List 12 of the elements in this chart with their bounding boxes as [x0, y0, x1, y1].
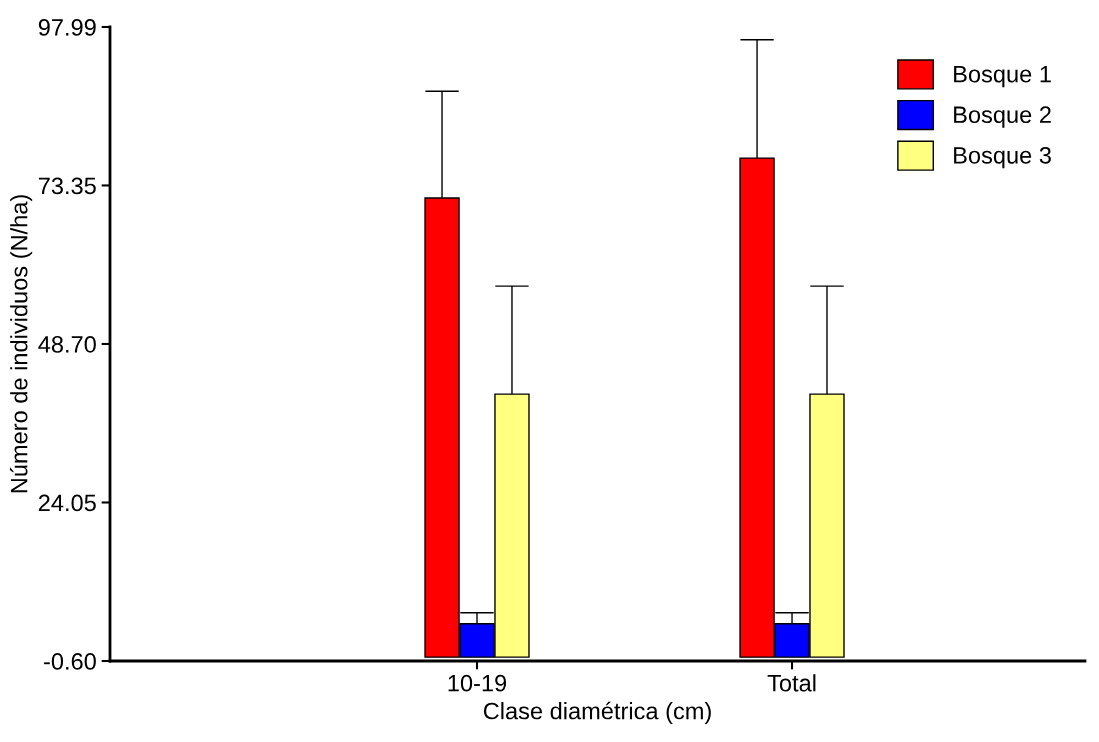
legend-label: Bosque 1 [954, 66, 1051, 88]
legend-label: Bosque 3 [954, 146, 1051, 169]
y-tick-label: 97.99 [38, 19, 96, 36]
x-tick-label: 10-19 [448, 674, 507, 692]
y-axis-title: Número de individuos (N/ha) [9, 195, 33, 493]
y-tick-label: 73.35 [38, 177, 96, 195]
y-tick-label: -0.60 [44, 653, 96, 670]
y-tick-label: 24.05 [38, 494, 96, 512]
x-axis-title: Clase diamétrica (cm) [483, 701, 711, 725]
y-tick-label: 48.70 [38, 336, 96, 353]
legend-label: Bosque 2 [954, 106, 1051, 128]
x-tick-label: Total [767, 674, 816, 692]
